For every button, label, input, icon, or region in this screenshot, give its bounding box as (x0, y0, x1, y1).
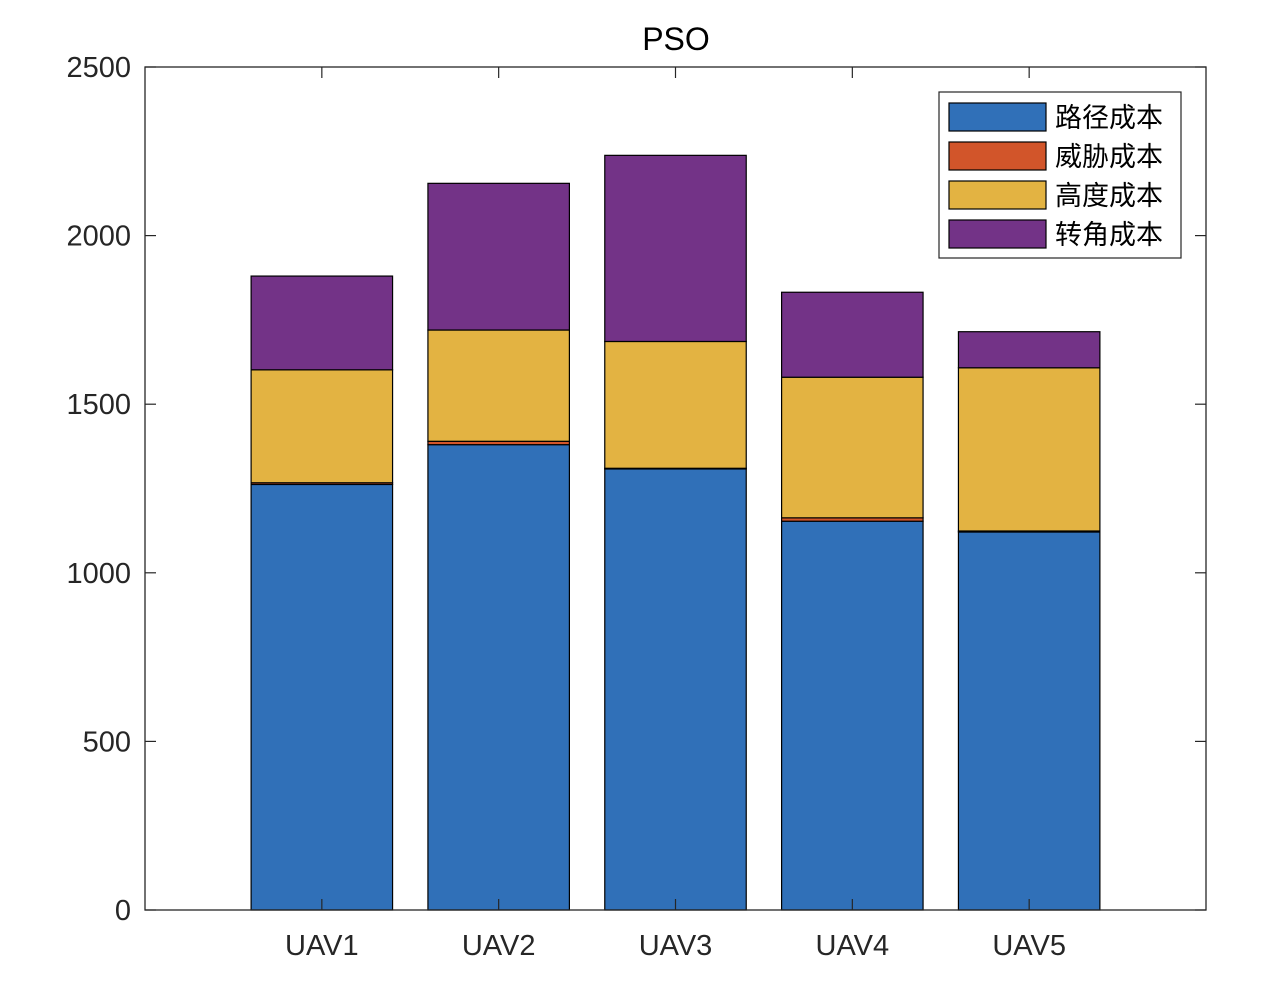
y-tick-label: 1500 (66, 389, 131, 421)
y-tick-label: 0 (115, 895, 131, 927)
bar-segment-uav2-series-3 (427, 329, 570, 442)
bar-segment-uav3-series-1 (604, 468, 747, 911)
bar-segment-uav4-series-4 (780, 291, 924, 378)
bar-segment-uav3-series-3 (604, 340, 747, 469)
legend-swatch-series-3 (948, 180, 1047, 210)
bar-segment-uav2-series-1 (427, 444, 570, 911)
bar-segment-uav2-series-4 (427, 182, 570, 331)
bar-segment-uav4-series-1 (780, 520, 924, 911)
x-tick-label-uav5: UAV5 (992, 930, 1066, 962)
legend-swatch-series-4 (948, 219, 1047, 249)
bar-segment-uav3-series-4 (604, 154, 747, 343)
y-tick-label: 2000 (66, 221, 131, 253)
bar-segment-uav5-series-4 (957, 331, 1101, 369)
y-tick-label: 500 (83, 726, 131, 758)
legend-label-series-4: 转角成本 (1055, 220, 1163, 251)
bar-segment-uav4-series-3 (780, 376, 924, 519)
y-tick-label: 2500 (66, 52, 131, 84)
bar-segment-uav5-series-1 (957, 531, 1101, 911)
chart-title: PSO (642, 21, 710, 57)
bar-segment-uav1-series-1 (250, 483, 394, 911)
axes-layer: 0 500 1000 1500 2000 2500 UAV1 UAV2 UAV3 UAV4 UAV5 (66, 52, 1206, 962)
x-tick-label-uav4: UAV4 (816, 930, 890, 962)
bar-segment-uav5-series-3 (957, 367, 1101, 532)
x-tick-label-uav2: UAV2 (462, 930, 536, 962)
legend-label-series-1: 路径成本 (1055, 103, 1163, 134)
x-tick-label-uav1: UAV1 (285, 930, 359, 962)
y-tick-label: 1000 (66, 558, 131, 590)
legend-swatch-series-1 (948, 102, 1047, 132)
legend-label-series-3: 高度成本 (1055, 181, 1163, 212)
x-tick-label-uav3: UAV3 (639, 930, 713, 962)
legend-label-series-2: 威胁成本 (1055, 142, 1163, 173)
bar-segment-uav1-series-4 (250, 275, 394, 371)
bar-segment-uav1-series-3 (250, 369, 394, 484)
bars-layer (250, 154, 1101, 911)
legend-swatch-series-2 (948, 141, 1047, 171)
